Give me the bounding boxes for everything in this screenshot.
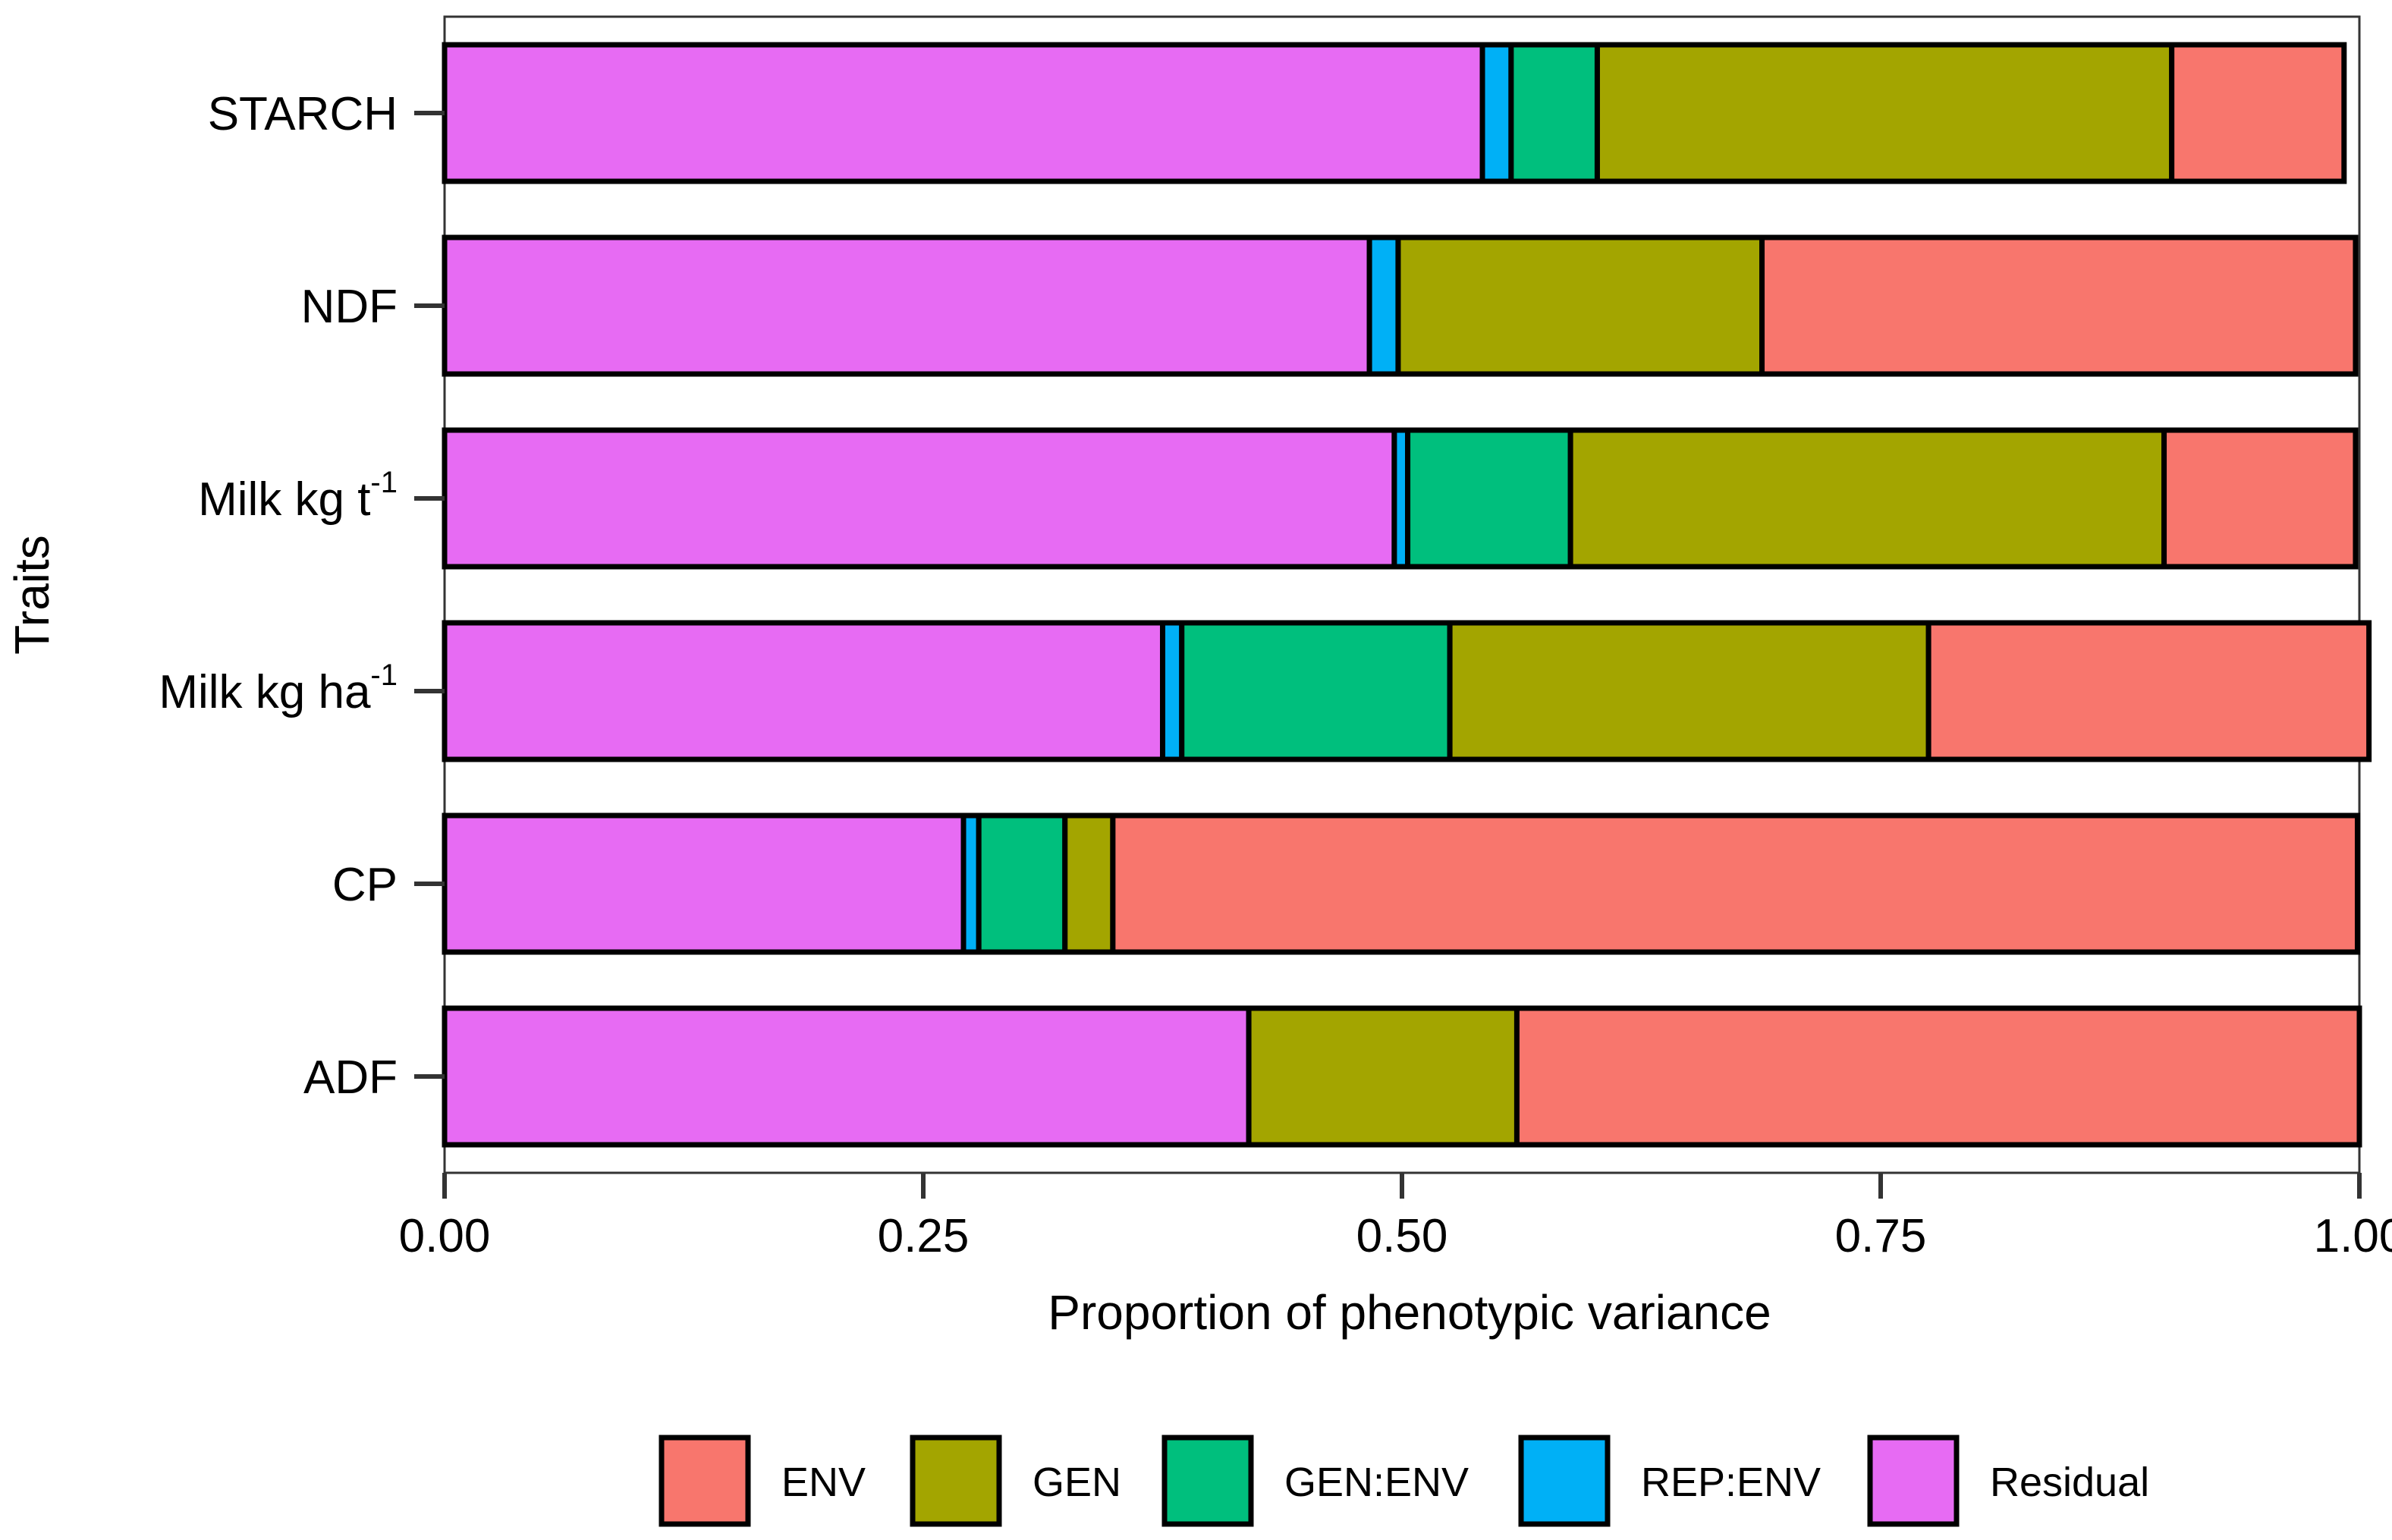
legend-key-rep-env — [1518, 1435, 1611, 1527]
plot-panel — [443, 15, 2361, 1174]
bar-cp-residual — [442, 812, 967, 955]
x-tick-label-2: 0.50 — [1356, 1210, 1448, 1262]
y-tick-label-starch: STARCH — [208, 88, 398, 140]
bar-ndf-gen — [1395, 234, 1765, 377]
bar-ndf-env — [1759, 234, 2359, 377]
y-tick-label-milk-ha: Milk kg ha-1 — [159, 658, 398, 718]
y-tick-label-cp: CP — [332, 859, 398, 911]
legend-key-gen — [910, 1435, 1002, 1527]
x-tick-label-3: 0.75 — [1835, 1210, 1927, 1262]
legend-label-gen-env: GEN:ENV — [1284, 1460, 1469, 1505]
bar-ndf-rep-env — [1366, 234, 1401, 377]
bar-starch-gen — [1594, 42, 2175, 184]
y-tick-label-milk-t: Milk kg t-1 — [198, 466, 398, 526]
legend-key-gen-env — [1161, 1435, 1254, 1527]
bar-milk-t-gen-env — [1405, 427, 1573, 570]
bar-ndf-residual — [442, 234, 1372, 377]
bar-milk-ha-gen — [1447, 620, 1932, 762]
bar-starch-residual — [442, 42, 1485, 184]
x-axis-title: Proportion of phenotypic variance — [1048, 1285, 1771, 1340]
bar-cp-gen-env — [976, 812, 1068, 955]
legend-label-residual: Residual — [1990, 1460, 2149, 1505]
legend-key-residual — [1867, 1435, 1960, 1527]
bar-adf-env — [1513, 1005, 2362, 1148]
legend-key-env — [659, 1435, 751, 1527]
y-axis-title: Traits — [5, 535, 59, 655]
legend-label-gen: GEN — [1033, 1460, 1121, 1505]
y-tick-label-adf: ADF — [303, 1051, 398, 1104]
x-tick-label-4: 1.00 — [2314, 1210, 2392, 1262]
bar-milk-ha-gen-env — [1179, 620, 1453, 762]
bar-milk-ha-rep-env — [1160, 620, 1185, 762]
bar-cp-gen — [1062, 812, 1116, 955]
bar-adf-gen — [1246, 1005, 1520, 1148]
bar-starch-rep-env — [1479, 42, 1514, 184]
bar-adf-residual — [442, 1005, 1252, 1148]
x-tick-label-1: 0.25 — [878, 1210, 970, 1262]
bar-milk-t-env — [2161, 427, 2359, 570]
legend-label-rep-env: REP:ENV — [1641, 1460, 1821, 1505]
bar-milk-t-gen — [1567, 427, 2167, 570]
y-tick-label-ndf: NDF — [301, 281, 398, 333]
bar-starch-gen-env — [1508, 42, 1600, 184]
bar-starch-env — [2169, 42, 2347, 184]
legend-label-env: ENV — [781, 1460, 866, 1505]
x-tick-label-0: 0.00 — [399, 1210, 491, 1262]
bar-cp-env — [1110, 812, 2360, 955]
bar-milk-ha-residual — [442, 620, 1165, 762]
bar-milk-ha-env — [1925, 620, 2372, 762]
bar-milk-t-residual — [442, 427, 1397, 570]
